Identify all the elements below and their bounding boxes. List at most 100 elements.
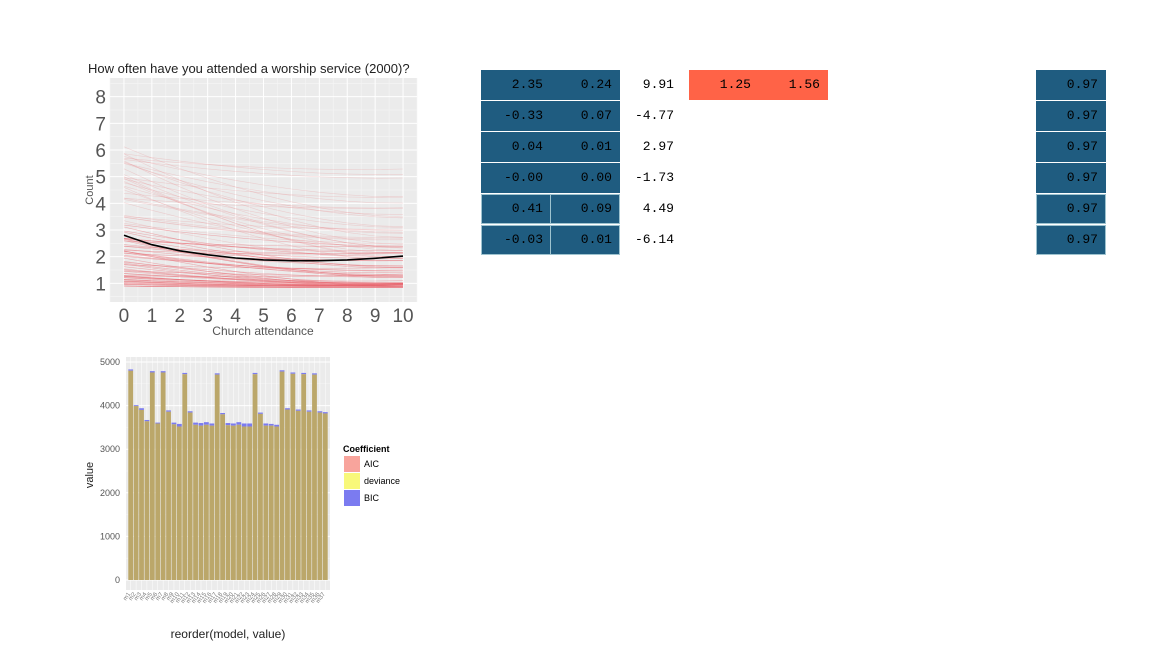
bar-bic-segment: [193, 422, 198, 425]
individual-trajectory: [123, 174, 404, 249]
individual-trajectory: [123, 224, 404, 247]
bar-x-tick-label: m2: [128, 591, 138, 602]
bar-bic-segment: [274, 424, 280, 427]
table-cell: 0.97: [1036, 163, 1106, 193]
individual-trajectory: [123, 284, 404, 287]
table-cell: 9.91: [642, 77, 674, 92]
y-tick-label: 5: [95, 168, 106, 189]
individual-trajectory: [123, 261, 404, 284]
individual-trajectory: [123, 250, 404, 274]
individual-trajectory: [123, 202, 404, 249]
table-cell: 0.00: [550, 163, 620, 193]
individual-trajectory: [123, 285, 404, 288]
individual-trajectory: [123, 240, 404, 276]
bar-bic-segment: [322, 412, 328, 414]
individual-trajectory: [123, 264, 404, 269]
bar-x-tick-label: m19: [218, 591, 230, 605]
bar-deviance-segment: [193, 424, 198, 580]
individual-trajectory: [123, 263, 404, 288]
bar-bic-segment: [301, 372, 307, 375]
bar-bic-segment: [160, 371, 166, 373]
bar-x-tick-label: m17: [207, 591, 219, 605]
individual-trajectory: [123, 283, 404, 287]
bar-bic-segment: [231, 423, 236, 426]
bar-bic-segment: [198, 423, 204, 426]
table-cell: 2.97: [642, 139, 674, 154]
bar-x-tick-label: m7: [155, 591, 165, 602]
legend-label: BIC: [364, 493, 380, 503]
x-tick-label: 1: [147, 306, 158, 327]
y-tick-label: 3: [95, 221, 106, 242]
individual-trajectory: [123, 216, 404, 240]
individual-trajectory: [123, 278, 404, 285]
x-tick-label: 4: [230, 306, 241, 327]
x-tick-label: 7: [314, 306, 325, 327]
individual-trajectory: [123, 250, 404, 287]
x-tick-label: 2: [174, 306, 185, 327]
bar-deviance-segment: [182, 374, 188, 580]
individual-trajectory: [123, 273, 404, 282]
x-tick-label: 6: [286, 306, 297, 327]
bar-x-tick-label: m4: [139, 591, 149, 602]
bar-deviance-segment: [160, 372, 166, 580]
individual-trajectory: [123, 162, 404, 204]
bar-bic-segment: [285, 408, 290, 410]
individual-trajectory: [123, 276, 404, 285]
bar-x-tick-label: m33: [294, 591, 306, 605]
mean-trajectory-line: [123, 234, 404, 262]
individual-trajectory: [123, 156, 404, 198]
table-cell: 0.07: [550, 101, 620, 131]
bar-deviance-segment: [155, 423, 161, 580]
bar-deviance-segment: [166, 411, 171, 580]
y-tick-label: 6: [95, 141, 106, 162]
bar-x-tick-label: m36: [310, 591, 322, 605]
bar-chart-xlabel: reorder(model, value): [171, 627, 286, 641]
bar-bic-segment: [209, 423, 215, 426]
bar-deviance-segment: [133, 406, 139, 580]
bar-deviance-segment: [187, 412, 193, 580]
bar-x-tick-label: m30: [277, 591, 289, 605]
individual-trajectory: [123, 240, 404, 248]
individual-trajectory: [123, 283, 404, 286]
table-cell: -1.73: [634, 170, 674, 185]
y-tick-label: 7: [95, 114, 106, 135]
bar-deviance-segment: [274, 426, 280, 580]
table-cell: 0.04: [481, 132, 551, 162]
individual-trajectory: [123, 279, 404, 286]
individual-trajectory: [123, 163, 404, 219]
individual-trajectory: [123, 270, 404, 277]
individual-trajectory: [123, 281, 404, 287]
table-cell: 0.24: [550, 70, 620, 100]
bar-deviance-segment: [263, 425, 269, 580]
bar-deviance-segment: [317, 412, 323, 580]
bar-deviance-segment: [225, 425, 231, 580]
individual-trajectory: [123, 279, 404, 286]
bar-bic-segment: [171, 422, 177, 425]
bar-bic-segment: [236, 422, 242, 425]
y-tick-label: 8: [95, 88, 106, 109]
x-tick-label: 8: [342, 306, 353, 327]
bar-bic-segment: [187, 411, 193, 413]
bar-x-tick-label: m22: [234, 591, 246, 605]
individual-trajectory: [123, 256, 403, 272]
table-cell: 0.97: [1036, 132, 1106, 162]
bar-x-tick-label: m1: [123, 591, 133, 602]
bar-x-tick-label: m12: [180, 591, 192, 605]
bar-x-tick-label: m16: [202, 591, 214, 605]
individual-trajectory: [123, 281, 404, 287]
bar-deviance-segment: [241, 426, 247, 580]
individual-trajectory: [123, 182, 404, 228]
individual-trajectory: [123, 237, 404, 267]
x-tick-label: 3: [202, 306, 213, 327]
bar-x-tick-label: m31: [283, 591, 295, 605]
individual-trajectory: [123, 223, 404, 244]
bar-x-tick-label: m18: [213, 591, 225, 605]
line-chart-ylabel: Count: [84, 175, 96, 204]
bar-deviance-segment: [198, 425, 204, 580]
bar-deviance-segment: [295, 410, 301, 580]
table-cell: 1.56: [758, 70, 828, 100]
individual-trajectory: [123, 215, 404, 239]
table-cell: 1.25: [689, 70, 759, 100]
bar-deviance-segment: [290, 373, 296, 580]
